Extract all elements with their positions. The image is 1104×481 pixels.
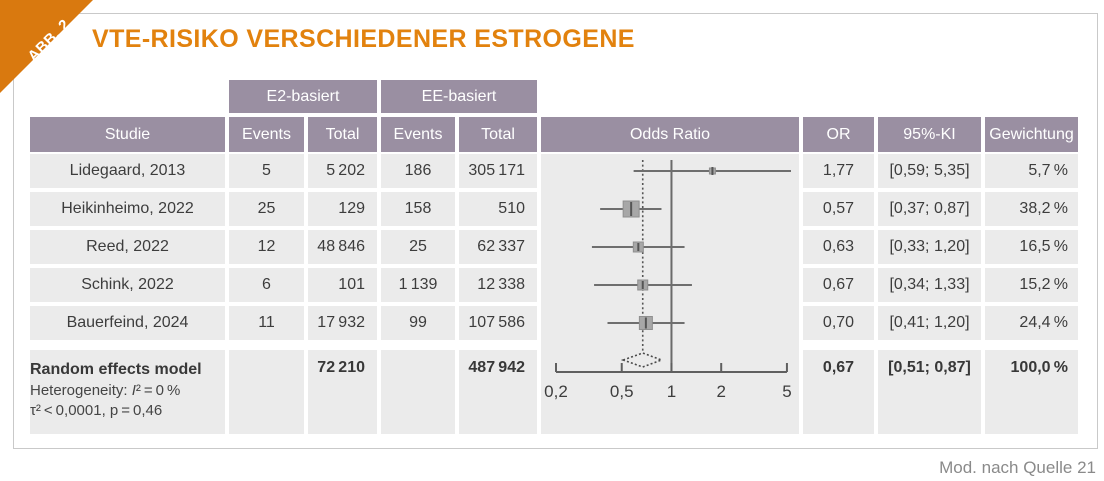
source-note: Mod. nach Quelle 21 bbox=[939, 458, 1096, 477]
forest-plot-svg: 0,2 0,5 1 2 5 bbox=[544, 160, 792, 401]
summary-ee-total-cell: 487 942 bbox=[459, 350, 537, 434]
table-cell-ee_total: 510 bbox=[459, 192, 537, 226]
table-cell-study: Lidegaard, 2013 bbox=[30, 154, 225, 188]
table-cell-ee_total: 62 337 bbox=[459, 230, 537, 264]
table-cell-or: 0,70 bbox=[803, 306, 874, 340]
column-header-gewichtung: Gewichtung bbox=[985, 117, 1078, 152]
table-cell-ee_events: 99 bbox=[381, 306, 455, 340]
pooled-diamond bbox=[620, 352, 664, 368]
table-cell-e2_total: 129 bbox=[308, 192, 377, 226]
table-cell-weight: 38,2 % bbox=[985, 192, 1078, 226]
table-cell-e2_total: 5 202 bbox=[308, 154, 377, 188]
table-cell-or: 0,63 bbox=[803, 230, 874, 264]
x-axis-tick-label: 0,5 bbox=[610, 382, 634, 401]
heterogeneity-line-2: τ² < 0,0001, p = 0,46 bbox=[30, 401, 163, 419]
table-cell-weight: 16,5 % bbox=[985, 230, 1078, 264]
group-header-e2: E2-basiert bbox=[229, 80, 377, 113]
table-cell-ee_total: 107 586 bbox=[459, 306, 537, 340]
table-cell-weight: 24,4 % bbox=[985, 306, 1078, 340]
table-cell-ci: [0,37; 0,87] bbox=[878, 192, 981, 226]
table-cell-e2_events: 6 bbox=[229, 268, 304, 302]
table-cell-study: Heikinheimo, 2022 bbox=[30, 192, 225, 226]
x-axis-tick-label: 2 bbox=[716, 382, 725, 401]
table-cell-e2_total: 48 846 bbox=[308, 230, 377, 264]
table-cell-e2_events: 11 bbox=[229, 306, 304, 340]
table-cell-ee_events: 158 bbox=[381, 192, 455, 226]
table-cell-ee_events: 25 bbox=[381, 230, 455, 264]
corner-ribbon bbox=[0, 0, 93, 93]
table-cell-e2_events: 5 bbox=[229, 154, 304, 188]
table-cell-or: 0,57 bbox=[803, 192, 874, 226]
table-cell-e2_events: 25 bbox=[229, 192, 304, 226]
column-header-studie: Studie bbox=[30, 117, 225, 152]
summary-ki-cell: [0,51; 0,87] bbox=[878, 350, 981, 434]
summary-row-label-cell: Random effects model Heterogeneity: I² =… bbox=[30, 350, 225, 434]
column-header-odds-ratio: Odds Ratio bbox=[541, 117, 799, 152]
summary-ee-events-cell bbox=[381, 350, 455, 434]
table-cell-or: 1,77 bbox=[803, 154, 874, 188]
heterogeneity-line-1: Heterogeneity: I² = 0 % bbox=[30, 381, 181, 399]
group-header-ee: EE-basiert bbox=[381, 80, 537, 113]
table-cell-e2_events: 12 bbox=[229, 230, 304, 264]
summary-e2-total-cell: 72 210 bbox=[308, 350, 377, 434]
x-axis-tick-label: 5 bbox=[782, 382, 791, 401]
summary-e2-events-cell bbox=[229, 350, 304, 434]
column-header-or: OR bbox=[803, 117, 874, 152]
table-cell-ci: [0,41; 1,20] bbox=[878, 306, 981, 340]
table-cell-ee_events: 186 bbox=[381, 154, 455, 188]
column-header-ki: 95%-KI bbox=[878, 117, 981, 152]
table-cell-study: Schink, 2022 bbox=[30, 268, 225, 302]
table-cell-weight: 5,7 % bbox=[985, 154, 1078, 188]
x-axis-tick-label: 1 bbox=[667, 382, 676, 401]
table-cell-e2_total: 101 bbox=[308, 268, 377, 302]
table-cell-ee_events: 1 139 bbox=[381, 268, 455, 302]
table-cell-ci: [0,59; 5,35] bbox=[878, 154, 981, 188]
forest-plot: 0,2 0,5 1 2 5 bbox=[541, 154, 799, 434]
table-cell-ee_total: 12 338 bbox=[459, 268, 537, 302]
table-cell-e2_total: 17 932 bbox=[308, 306, 377, 340]
figure-title: VTE-RISIKO VERSCHIEDENER ESTROGENE bbox=[92, 25, 635, 53]
column-header-ee-events: Events bbox=[381, 117, 455, 152]
table-cell-ci: [0,33; 1,20] bbox=[878, 230, 981, 264]
column-header-e2-total: Total bbox=[308, 117, 377, 152]
column-header-ee-total: Total bbox=[459, 117, 537, 152]
table-cell-weight: 15,2 % bbox=[985, 268, 1078, 302]
x-axis-tick-label: 0,2 bbox=[544, 382, 568, 401]
summary-model-label: Random effects model bbox=[30, 361, 202, 378]
table-cell-ee_total: 305 171 bbox=[459, 154, 537, 188]
table-cell-or: 0,67 bbox=[803, 268, 874, 302]
table-cell-study: Bauerfeind, 2024 bbox=[30, 306, 225, 340]
table-cell-ci: [0,34; 1,33] bbox=[878, 268, 981, 302]
column-header-e2-events: Events bbox=[229, 117, 304, 152]
table-cell-study: Reed, 2022 bbox=[30, 230, 225, 264]
summary-weight-cell: 100,0 % bbox=[985, 350, 1078, 434]
summary-or-cell: 0,67 bbox=[803, 350, 874, 434]
